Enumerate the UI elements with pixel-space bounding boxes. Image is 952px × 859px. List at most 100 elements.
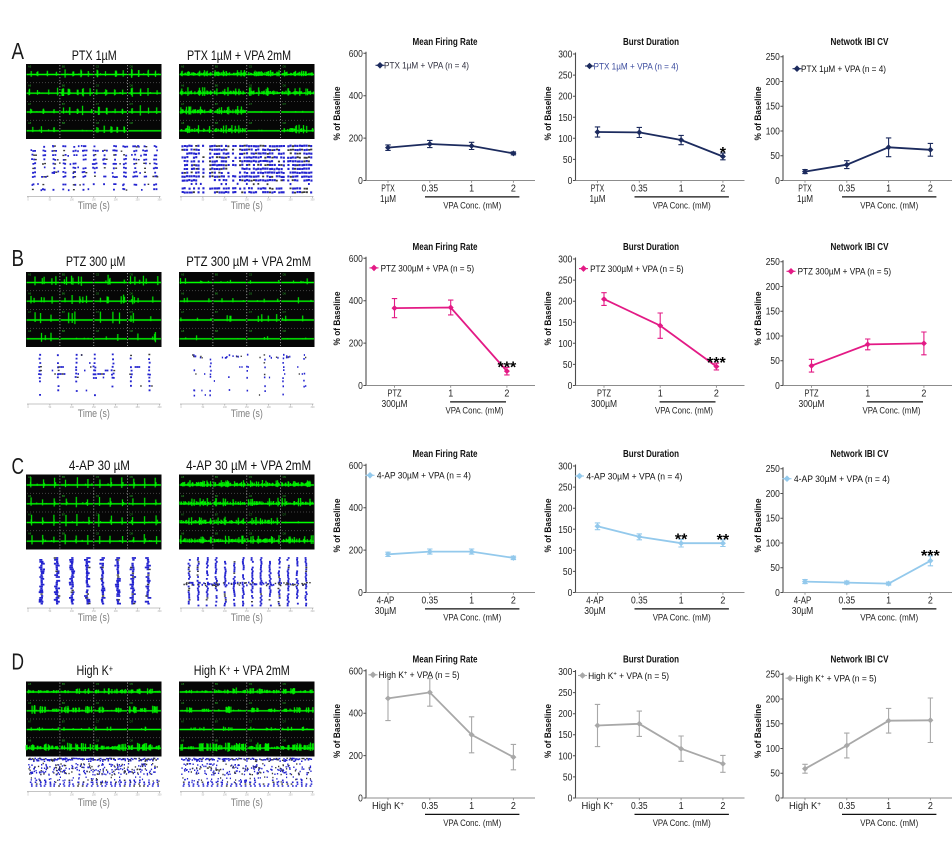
svg-text:250: 250 [766, 464, 780, 475]
svg-text:Time (s): Time (s) [231, 797, 263, 809]
svg-text:4-AP: 4-AP [794, 596, 812, 607]
svg-text:250: 250 [558, 483, 572, 494]
svg-text:PTZ: PTZ [597, 389, 611, 400]
svg-text:High K+ + VPA (n = 5): High K+ + VPA (n = 5) [588, 670, 669, 681]
svg-text:0.35: 0.35 [422, 801, 439, 812]
svg-text:D6: D6 [283, 83, 287, 87]
svg-text:D5: D5 [283, 273, 287, 277]
svg-text:0.35: 0.35 [422, 183, 439, 194]
svg-text:A5: A5 [181, 273, 185, 277]
svg-text:VPA Conc. (mM): VPA Conc. (mM) [653, 201, 711, 212]
svg-text:C5: C5 [249, 273, 253, 277]
svg-text:100: 100 [766, 539, 780, 550]
svg-text:600: 600 [349, 254, 363, 265]
svg-text:VPA Conc. (mM): VPA Conc. (mM) [653, 818, 711, 829]
svg-text:D8: D8 [283, 329, 287, 333]
svg-text:B5: B5 [62, 682, 66, 686]
svg-text:600: 600 [349, 49, 363, 60]
svg-text:C7: C7 [96, 513, 100, 517]
svg-text:2: 2 [720, 183, 725, 194]
svg-text:C6: C6 [96, 494, 100, 498]
svg-text:50: 50 [49, 794, 52, 797]
svg-text:A7: A7 [28, 102, 32, 106]
svg-text:High K+ + VPA (n = 5): High K+ + VPA (n = 5) [379, 669, 460, 680]
svg-text:1: 1 [679, 801, 684, 812]
svg-text:PTZ 300 µM: PTZ 300 µM [66, 253, 126, 269]
svg-text:1: 1 [658, 388, 663, 399]
svg-text:400: 400 [349, 503, 363, 514]
svg-text:PTX: PTX [381, 184, 395, 195]
svg-text:0.35: 0.35 [631, 183, 648, 194]
svg-text:250: 250 [136, 610, 141, 613]
svg-text:Time (s): Time (s) [78, 408, 110, 420]
svg-text:250: 250 [558, 71, 572, 82]
svg-text:% of Baseline: % of Baseline [332, 87, 343, 141]
svg-text:150: 150 [558, 318, 572, 329]
svg-text:**: ** [675, 531, 688, 548]
svg-text:PTZ 300µM + VPA (n = 5): PTZ 300µM + VPA (n = 5) [381, 262, 475, 273]
svg-text:Time (s): Time (s) [78, 612, 110, 624]
svg-text:300µM: 300µM [382, 399, 408, 410]
svg-text:D5: D5 [283, 682, 287, 686]
svg-text:50: 50 [202, 406, 205, 409]
svg-text:D8: D8 [130, 738, 134, 742]
svg-text:250: 250 [289, 406, 294, 409]
svg-text:Time (s): Time (s) [78, 200, 110, 212]
svg-text:2: 2 [511, 183, 516, 194]
svg-text:50: 50 [563, 155, 573, 166]
svg-text:B5: B5 [62, 273, 66, 277]
svg-text:C6: C6 [96, 291, 100, 295]
svg-text:0: 0 [358, 794, 363, 805]
svg-text:C7: C7 [249, 720, 253, 724]
svg-text:0.35: 0.35 [422, 595, 439, 606]
svg-text:200: 200 [349, 751, 363, 762]
svg-text:200: 200 [114, 610, 119, 613]
svg-text:0.35: 0.35 [839, 183, 856, 194]
svg-text:% of Baseline: % of Baseline [543, 499, 554, 553]
svg-text:4-AP: 4-AP [377, 596, 395, 607]
svg-text:250: 250 [136, 406, 141, 409]
svg-text:30µM: 30µM [375, 606, 397, 617]
svg-text:2: 2 [511, 595, 516, 606]
svg-text:D6: D6 [130, 494, 134, 498]
svg-text:C7: C7 [249, 513, 253, 517]
svg-text:100: 100 [766, 744, 780, 755]
svg-text:2: 2 [921, 388, 926, 399]
svg-text:PTZ 300µM + VPA (n = 5): PTZ 300µM + VPA (n = 5) [590, 263, 684, 274]
svg-text:B6: B6 [215, 291, 219, 295]
svg-text:150: 150 [766, 102, 780, 113]
svg-text:PTX: PTX [591, 184, 605, 195]
svg-text:50: 50 [49, 406, 52, 409]
svg-text:PTZ 300 µM + VPA 2mM: PTZ 300 µM + VPA 2mM [186, 253, 311, 269]
svg-text:250: 250 [766, 52, 780, 63]
svg-text:B8: B8 [62, 531, 66, 535]
svg-text:150: 150 [558, 730, 572, 741]
svg-text:PTX 1µM + VPA 2mM: PTX 1µM + VPA 2mM [187, 47, 291, 63]
svg-text:High K+ + VPA (n = 5): High K+ + VPA (n = 5) [796, 673, 877, 684]
svg-text:300: 300 [311, 199, 316, 202]
svg-text:A8: A8 [181, 329, 185, 333]
svg-text:Mean Firing Rate: Mean Firing Rate [413, 37, 478, 48]
svg-text:2: 2 [720, 595, 725, 606]
svg-text:250: 250 [558, 688, 572, 699]
svg-text:A8: A8 [28, 738, 32, 742]
svg-text:Network IBI CV: Network IBI CV [831, 449, 889, 460]
svg-text:200: 200 [349, 339, 363, 350]
svg-text:200: 200 [267, 199, 272, 202]
svg-text:4-AP 30µM + VPA (n = 4): 4-AP 30µM + VPA (n = 4) [794, 473, 890, 484]
svg-text:VPA Conc. (mM): VPA Conc. (mM) [443, 818, 501, 829]
svg-text:B7: B7 [62, 513, 66, 517]
svg-text:VPA Conc. (mM): VPA Conc. (mM) [863, 406, 921, 417]
svg-text:0: 0 [180, 794, 182, 797]
svg-text:Mean Firing Rate: Mean Firing Rate [413, 242, 478, 253]
svg-text:1µM: 1µM [797, 194, 813, 205]
svg-text:A6: A6 [28, 494, 32, 498]
svg-text:300µM: 300µM [799, 399, 825, 410]
svg-text:C6: C6 [249, 83, 253, 87]
svg-text:B7: B7 [62, 310, 66, 314]
svg-text:150: 150 [558, 113, 572, 124]
svg-text:300: 300 [558, 462, 572, 473]
svg-text:D8: D8 [130, 121, 134, 125]
svg-text:0.35: 0.35 [839, 801, 856, 812]
svg-text:VPA Conc. (mM): VPA Conc. (mM) [446, 406, 504, 417]
